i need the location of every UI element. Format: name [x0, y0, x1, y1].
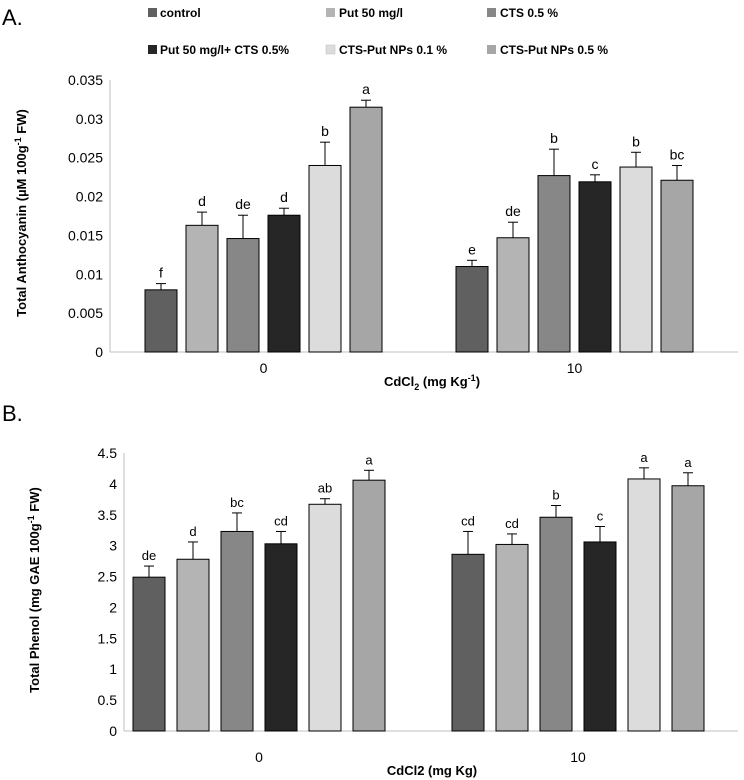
- bar: [308, 164, 342, 353]
- bar: [455, 266, 489, 353]
- significance-letter: a: [365, 452, 373, 467]
- significance-letter: d: [280, 189, 288, 205]
- legend-label: CTS-Put NPs 0.1 %: [339, 43, 447, 57]
- panel-label-b: B.: [2, 401, 23, 426]
- significance-letter: d: [198, 193, 206, 209]
- significance-letter: b: [632, 133, 640, 149]
- significance-letter: bc: [670, 146, 685, 162]
- y-tick-label: 3.5: [98, 507, 118, 523]
- y-axis-label-a: Total Anthocyanin (µM 100g-1 FW): [13, 109, 29, 317]
- significance-letter: cd: [274, 513, 288, 528]
- bar: [539, 516, 573, 732]
- y-tick-label: 0.03: [76, 111, 103, 127]
- category-labels-a: 0 10: [260, 360, 583, 376]
- bars-a: f e d de de b d c b b a bc: [144, 81, 694, 353]
- legend-label: Put 50 mg/l+ CTS 0.5%: [160, 43, 289, 57]
- y-tick-label: 4: [109, 476, 117, 492]
- legend-swatch: [487, 8, 496, 17]
- significance-letter: de: [142, 548, 156, 563]
- y-tick-label: 2: [109, 599, 117, 615]
- legend-label: Put 50 mg/l: [339, 6, 403, 20]
- significance-letter: d: [189, 524, 196, 539]
- significance-letter: de: [235, 196, 251, 212]
- significance-letter: a: [362, 81, 370, 97]
- bar: [496, 237, 530, 353]
- legend-swatch: [325, 44, 336, 55]
- legend-label: CTS 0.5 %: [500, 6, 558, 20]
- y-tick-label: 0: [109, 723, 117, 739]
- chart-b: B. Total Phenol (mg GAE 100g-1 FW) 0 0.5 1…: [2, 401, 738, 778]
- bars-b: de cd d cd bc b cd c ab a a a: [132, 450, 705, 732]
- bar: [495, 543, 529, 732]
- significance-letter: b: [552, 488, 559, 503]
- legend-label: CTS-Put NPs 0.5 %: [500, 43, 608, 57]
- significance-letter: cd: [505, 516, 519, 531]
- bar: [619, 166, 653, 353]
- bar: [185, 224, 219, 353]
- legend-swatch: [487, 45, 496, 54]
- y-tick-label: 0: [95, 344, 103, 360]
- significance-letter: bc: [230, 495, 244, 510]
- y-tick-label: 0.02: [76, 189, 103, 205]
- significance-letter: a: [684, 455, 692, 470]
- y-tick-label: 0.005: [68, 305, 103, 321]
- category-label: 10: [567, 360, 583, 376]
- y-tick-label: 0.025: [68, 150, 103, 166]
- bar: [264, 543, 298, 732]
- bar: [671, 485, 705, 732]
- legend-swatch: [148, 8, 157, 17]
- bar: [144, 289, 178, 353]
- bar: [537, 175, 571, 353]
- legend-label: control: [160, 6, 201, 20]
- y-ticks-a: 0 0.005 0.01 0.015 0.02 0.025 0.03 0.035: [68, 72, 103, 360]
- bar: [627, 478, 661, 732]
- bar: [132, 576, 166, 732]
- panel-label-a: A.: [2, 5, 23, 30]
- bar: [352, 479, 386, 732]
- legend-swatch: [148, 45, 157, 54]
- significance-letter: c: [597, 509, 604, 524]
- y-ticks-b: 0 0.5 1 1.5 2 2.5 3 3.5 4 4.5: [98, 445, 118, 739]
- bar: [308, 503, 342, 732]
- bar: [660, 179, 694, 353]
- category-labels-b: 0 10: [255, 749, 586, 765]
- y-tick-label: 2.5: [98, 569, 118, 585]
- bar: [220, 530, 254, 732]
- legend-swatch: [326, 8, 335, 17]
- bar: [578, 181, 612, 353]
- bar: [349, 106, 383, 353]
- y-tick-label: 3: [109, 538, 117, 554]
- significance-letter: b: [321, 123, 329, 139]
- y-tick-label: 0.5: [98, 692, 118, 708]
- bar: [267, 214, 301, 353]
- bar: [226, 238, 260, 353]
- x-axis-label-b: CdCl2 (mg Kg): [387, 763, 477, 778]
- x-axis-label-a: CdCl2 (mg Kg-1): [384, 373, 480, 392]
- bar: [176, 558, 210, 732]
- significance-letter: b: [550, 130, 558, 146]
- bar: [583, 541, 617, 732]
- significance-letter: ab: [318, 481, 332, 496]
- y-tick-label: 0.015: [68, 227, 103, 243]
- y-tick-label: 4.5: [98, 445, 118, 461]
- significance-letter: de: [505, 203, 521, 219]
- y-tick-label: 0.01: [76, 266, 103, 282]
- category-label: 0: [255, 749, 263, 765]
- legend: control Put 50 mg/l CTS 0.5 % Put 50 mg/…: [148, 6, 608, 57]
- y-tick-label: 1.5: [98, 630, 118, 646]
- bar: [451, 553, 485, 732]
- y-tick-label: 0.035: [68, 72, 103, 88]
- chart-a: A. Total Anthocyanin (µM 100g-1 FW) 0 0.0…: [2, 5, 738, 392]
- significance-letter: a: [640, 450, 648, 465]
- significance-letter: cd: [461, 513, 475, 528]
- significance-letter: c: [592, 156, 599, 172]
- y-tick-label: 1: [109, 661, 117, 677]
- category-label: 0: [260, 360, 268, 376]
- significance-letter: f: [159, 265, 163, 281]
- y-axis-label-b: Total Phenol (mg GAE 100g-1 FW): [26, 487, 42, 693]
- category-label: 10: [570, 749, 586, 765]
- significance-letter: e: [468, 241, 476, 257]
